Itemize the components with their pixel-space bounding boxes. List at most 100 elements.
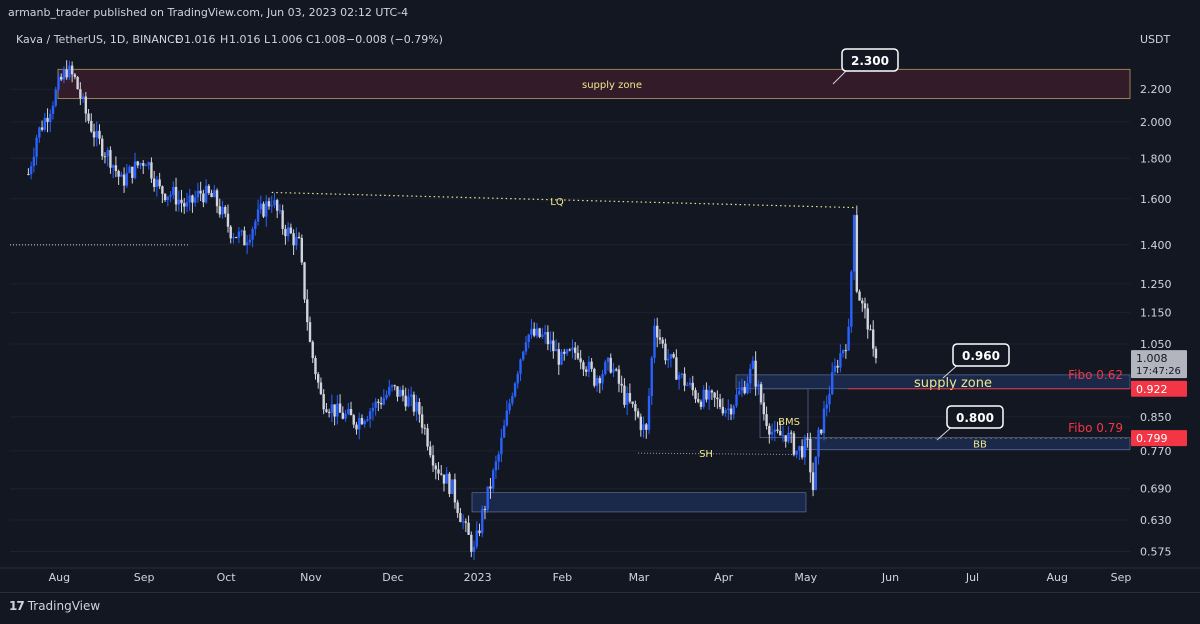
price-chart[interactable]: supply zone supply zone BB LQ SH BMS Fibo 0.6… xyxy=(0,24,1200,592)
candle xyxy=(87,108,90,124)
candle xyxy=(683,367,686,392)
candle xyxy=(281,204,284,235)
candle xyxy=(183,198,186,214)
candle xyxy=(191,194,194,213)
candle-body xyxy=(338,403,342,413)
candle-body xyxy=(814,456,817,491)
candle-body xyxy=(587,361,591,372)
candle xyxy=(686,382,689,387)
candle xyxy=(382,389,386,406)
candle xyxy=(229,225,232,244)
candle-body xyxy=(409,394,413,397)
candle xyxy=(385,390,388,401)
tradingview-logo[interactable]: 17 TradingView xyxy=(9,599,100,613)
time-tick-label: Sep xyxy=(134,571,155,584)
last-price-badge-bg xyxy=(1131,350,1187,379)
publisher-text: armanb_trader published on TradingView.c… xyxy=(8,6,409,19)
candle xyxy=(202,189,205,208)
ohlc-low-label: L xyxy=(264,33,271,46)
candle xyxy=(472,540,476,560)
candle-body xyxy=(183,203,186,207)
candle xyxy=(347,402,350,416)
candle xyxy=(286,222,290,242)
candle xyxy=(636,408,640,419)
candle xyxy=(240,229,243,236)
candle xyxy=(114,156,118,178)
candle-body xyxy=(543,332,547,335)
candle-body xyxy=(295,236,298,246)
candle-body xyxy=(445,473,448,484)
candle-body xyxy=(522,351,525,360)
candle-body xyxy=(259,203,262,210)
candle-body xyxy=(423,427,427,429)
candle-body xyxy=(850,271,853,327)
candle xyxy=(494,455,498,479)
candle xyxy=(248,234,252,246)
candle-body xyxy=(770,431,774,435)
candle xyxy=(155,175,159,197)
candle-body xyxy=(358,418,361,430)
candle-body xyxy=(464,521,468,523)
callout-0960-box xyxy=(952,343,1010,367)
candle xyxy=(407,388,410,408)
candle xyxy=(65,60,68,80)
candle xyxy=(491,468,495,493)
candle xyxy=(267,197,271,210)
candle-body xyxy=(95,130,98,138)
candle xyxy=(158,172,161,190)
candle-body xyxy=(152,178,156,187)
candle xyxy=(727,399,730,421)
candle xyxy=(500,428,503,463)
candle xyxy=(234,236,238,239)
candle xyxy=(489,477,492,499)
chart-area[interactable]: supply zone supply zone BB LQ SH BMS Fibo 0.6… xyxy=(0,24,1200,592)
candle-body xyxy=(809,438,812,473)
candle xyxy=(185,192,189,213)
candle-body xyxy=(92,131,96,138)
candle-body xyxy=(109,150,112,168)
candle-body xyxy=(798,446,801,451)
candle-body xyxy=(705,389,708,400)
candle-body xyxy=(366,419,369,421)
candle xyxy=(532,322,536,338)
candle xyxy=(527,333,530,349)
publisher-bar: armanb_trader published on TradingView.c… xyxy=(0,0,1200,24)
candle-body xyxy=(866,308,869,330)
candle xyxy=(601,369,604,391)
ohlc-close-label: C xyxy=(306,33,314,46)
candle-body xyxy=(142,163,145,166)
candle-body xyxy=(795,450,798,455)
candle-body xyxy=(642,424,645,431)
candle xyxy=(546,325,550,351)
candle-body xyxy=(333,404,336,417)
candle xyxy=(748,363,752,394)
candle xyxy=(557,342,560,375)
candle-body xyxy=(852,215,856,272)
candle-body xyxy=(308,322,312,342)
candle xyxy=(721,398,725,416)
candle xyxy=(166,196,170,207)
time-axis[interactable]: Aug Sep Oct Nov Dec 2023 Feb Mar Apr May Jun Jul Aug… xyxy=(0,567,1200,584)
candle-body xyxy=(35,137,38,157)
candle xyxy=(172,181,175,200)
candle xyxy=(729,404,733,421)
candle-body xyxy=(811,472,815,491)
candle-body xyxy=(612,369,615,373)
candle-body xyxy=(872,329,875,349)
candle-body xyxy=(81,96,85,99)
fibo-079-label: Fibo 0.79 xyxy=(1068,421,1123,435)
candle xyxy=(579,350,582,370)
candle-body xyxy=(87,113,90,121)
time-tick-label: Apr xyxy=(714,571,734,584)
candle xyxy=(76,76,79,90)
price-axis[interactable]: 2.200 2.000 1.800 1.600 1.400 1.250 1.150 1.050… xyxy=(1131,83,1187,559)
candle-body xyxy=(166,196,170,201)
candle xyxy=(98,124,101,145)
candle-body xyxy=(429,446,432,456)
candle-body xyxy=(639,416,643,431)
price-tick-label: 0.575 xyxy=(1140,546,1172,559)
candle-body xyxy=(830,372,834,395)
candle xyxy=(418,398,421,423)
candle xyxy=(740,378,744,397)
candle xyxy=(661,337,664,349)
